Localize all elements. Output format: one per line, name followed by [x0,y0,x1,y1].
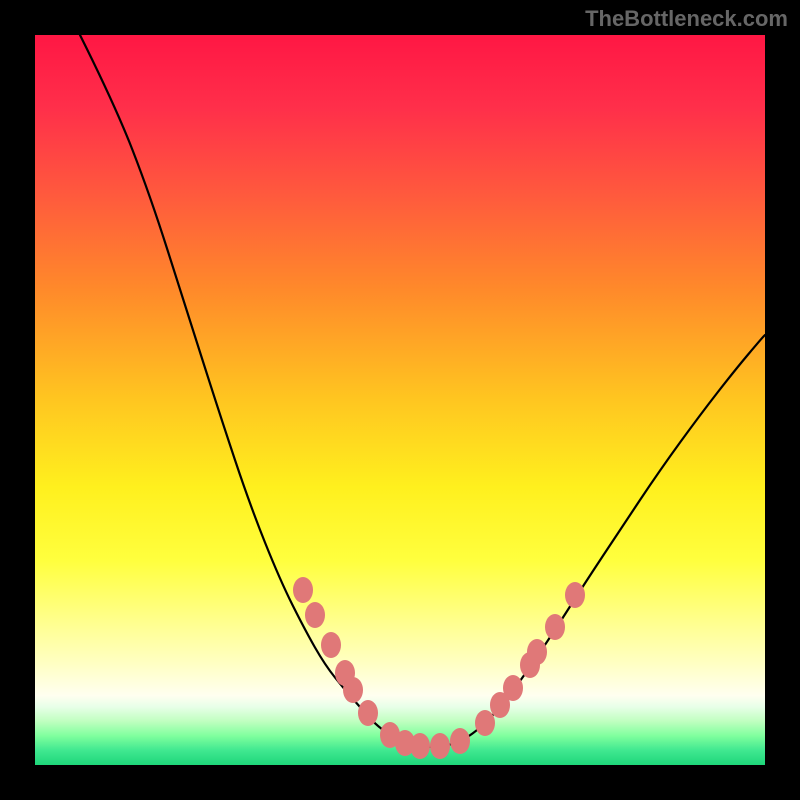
gradient-background [35,35,765,765]
marker-dot [527,639,547,665]
marker-dot [410,733,430,759]
marker-dot [343,677,363,703]
marker-dot [565,582,585,608]
marker-dot [293,577,313,603]
marker-dot [545,614,565,640]
watermark-text: TheBottleneck.com [585,6,788,32]
marker-dot [305,602,325,628]
marker-dot [430,733,450,759]
marker-dot [358,700,378,726]
marker-dot [475,710,495,736]
marker-dot [450,728,470,754]
chart-svg [35,35,765,765]
chart-plot-area [35,35,765,765]
marker-dot [321,632,341,658]
marker-dot [503,675,523,701]
